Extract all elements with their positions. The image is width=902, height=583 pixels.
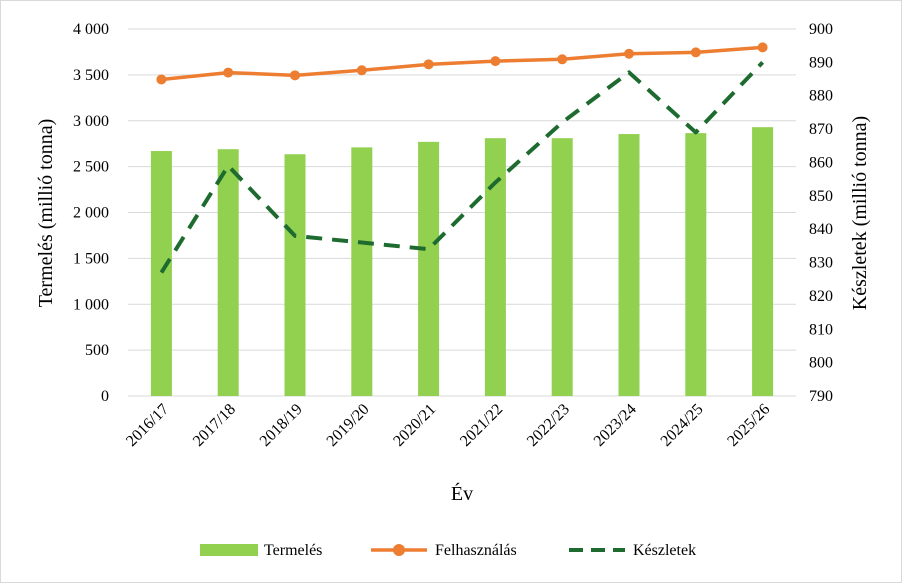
bar-termeles — [284, 154, 306, 396]
legend-item: Termelés — [200, 542, 322, 559]
y-left-tick-label: 500 — [85, 342, 109, 359]
marker-felhasznalas — [156, 74, 167, 85]
legend-item: Készletek — [569, 542, 696, 559]
line-keszletek — [159, 60, 765, 274]
marker-felhasznalas — [624, 48, 634, 59]
x-tick-label: 2024/25 — [658, 401, 707, 450]
x-axis-title: Év — [451, 482, 473, 505]
bar-termeles — [418, 141, 440, 396]
gridlines — [128, 28, 796, 397]
y-right-tick-label: 870 — [809, 121, 833, 138]
bar-termeles — [685, 133, 707, 397]
x-tick-label: 2025/26 — [724, 401, 773, 450]
y-right-tick-label: 810 — [809, 321, 833, 338]
y-right-tick-label: 880 — [809, 88, 833, 105]
bar-termeles — [150, 151, 172, 396]
y-left-tick-label: 2 500 — [73, 159, 109, 176]
y-left-tick-label: 4 000 — [73, 21, 109, 38]
marker-felhasznalas — [223, 67, 234, 78]
legend-label: Készletek — [633, 542, 696, 559]
x-tick-label: 2017/18 — [190, 401, 239, 450]
marker-felhasznalas — [290, 70, 300, 81]
x-tick-label: 2022/23 — [524, 401, 573, 450]
y-right-tick-label: 860 — [809, 154, 833, 171]
legend-swatch — [200, 544, 258, 556]
y-right-tick-label: 900 — [809, 21, 833, 38]
y-right-tick-label: 830 — [809, 255, 833, 272]
line-series — [156, 42, 768, 274]
y-left-tick-label: 3 000 — [73, 113, 109, 130]
bar-termeles — [618, 134, 640, 396]
bar-termeles — [551, 138, 573, 396]
y-right-tick-label: 890 — [809, 54, 833, 71]
bar-termeles — [351, 147, 373, 396]
y-left-tick-label: 2 000 — [73, 205, 109, 222]
legend-item: Felhasználás — [371, 542, 517, 559]
y-right-tick-label: 800 — [809, 355, 833, 372]
marker-felhasznalas — [690, 47, 701, 58]
marker-felhasznalas — [356, 65, 367, 76]
bar-series — [150, 127, 774, 397]
y-left-tick-label: 1 500 — [73, 250, 109, 267]
x-axis: 2016/17 2017/18 2018/19 2019/20 2020/21 2021/… — [123, 401, 773, 450]
y-right-tick-label: 820 — [809, 288, 833, 305]
line-felhasznalas — [161, 45, 763, 82]
marker-felhasznalas — [557, 54, 568, 65]
bar-termeles — [217, 149, 239, 396]
y-axis-left: 0 500 1 000 1 500 2 000 2 500 3 000 3 500 4 000 — [73, 21, 109, 405]
bar-termeles — [484, 138, 506, 396]
marker-felhasznalas — [490, 56, 501, 67]
marker-felhasznalas — [757, 42, 768, 53]
y-right-tick-label: 790 — [809, 388, 833, 405]
marker-felhasznalas — [423, 59, 434, 70]
legend-label: Felhasználás — [435, 542, 517, 559]
y-left-tick-label: 3 500 — [73, 67, 109, 84]
legend-label: Termelés — [264, 542, 322, 559]
bar-termeles — [752, 127, 774, 397]
y-right-tick-label: 850 — [809, 188, 833, 205]
x-tick-label: 2023/24 — [591, 401, 640, 450]
x-tick-label: 2018/19 — [257, 401, 306, 450]
x-tick-label: 2021/22 — [457, 401, 506, 450]
x-tick-label: 2016/17 — [123, 401, 172, 450]
y-axis-left-title: Termelés (millió tonna) — [35, 119, 57, 308]
legend-marker — [393, 544, 405, 556]
legend: Termelés Felhasználás Készletek — [200, 542, 696, 559]
x-tick-label: 2020/21 — [390, 401, 439, 450]
y-axis-right-title: Készletek (millió tonna) — [849, 116, 871, 310]
y-left-tick-label: 1 000 — [73, 296, 109, 313]
y-right-tick-label: 840 — [809, 221, 833, 238]
y-left-tick-label: 0 — [101, 388, 109, 405]
x-tick-label: 2019/20 — [324, 401, 373, 450]
y-axis-right: 790 800 810 820 830 840 850 860 870 880 890 900 — [809, 21, 833, 405]
